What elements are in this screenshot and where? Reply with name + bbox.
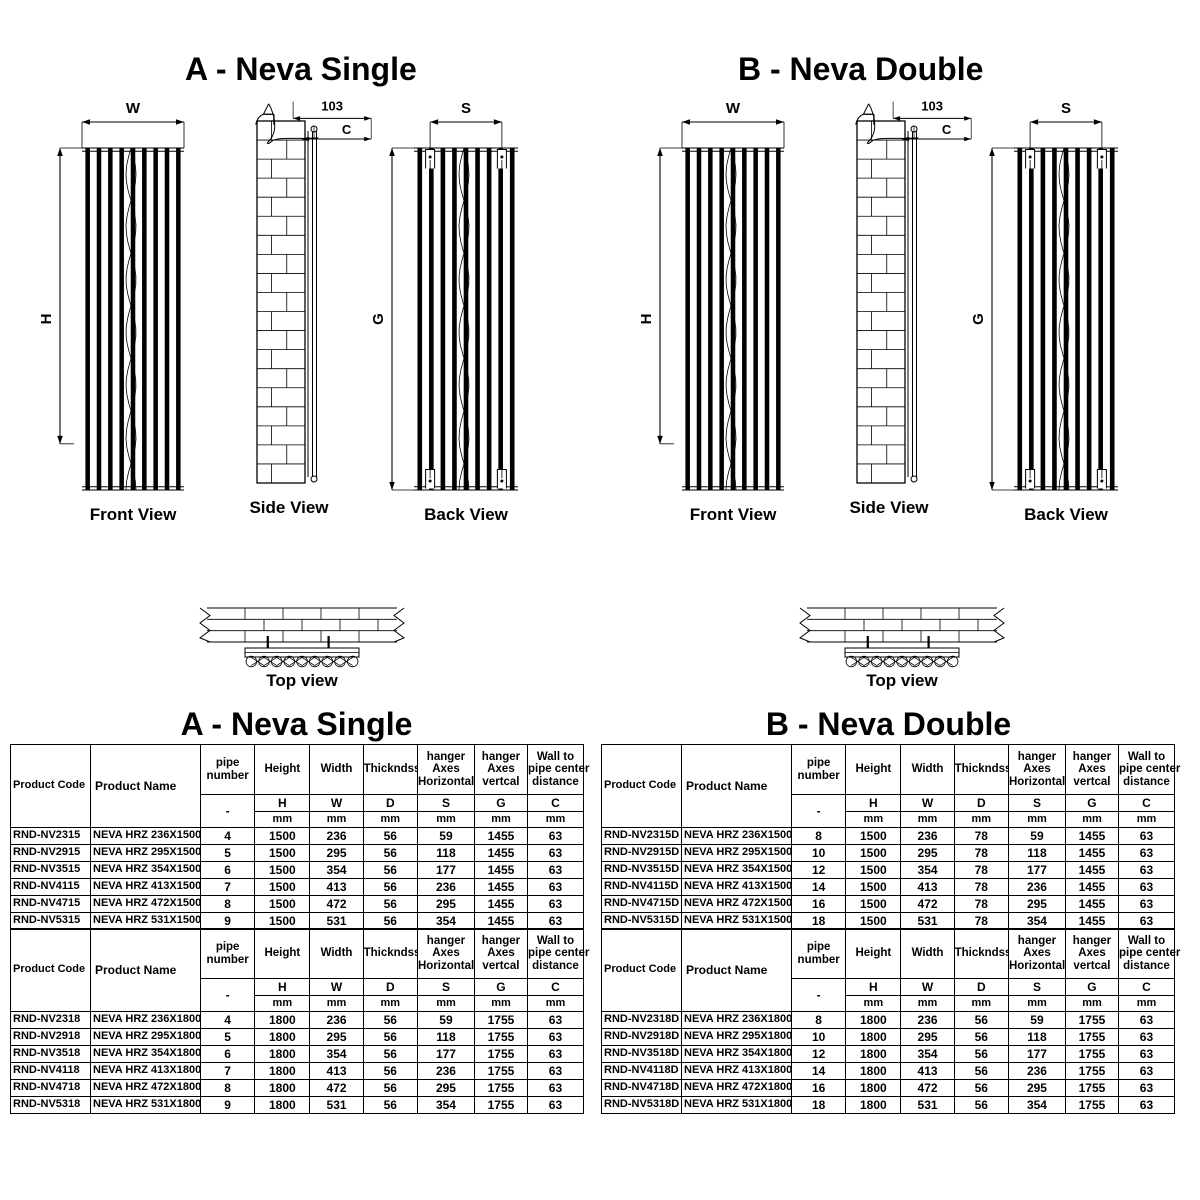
svg-text:W: W [726,100,741,117]
svg-text:Side View: Side View [249,498,329,517]
svg-text:Top view: Top view [866,671,938,690]
svg-text:Back View: Back View [1024,505,1109,524]
svg-text:S: S [1061,100,1071,117]
svg-text:G: G [970,313,987,325]
svg-text:Side View: Side View [849,498,929,517]
svg-text:C: C [342,122,352,137]
svg-text:103: 103 [321,98,343,113]
svg-text:C: C [942,122,952,137]
svg-text:Front View: Front View [690,505,777,524]
svg-text:Top view: Top view [266,671,338,690]
svg-text:H: H [38,314,55,325]
svg-text:S: S [461,100,471,117]
svg-text:Front View: Front View [90,505,177,524]
svg-text:W: W [126,100,141,117]
svg-text:H: H [638,314,655,325]
svg-text:Back View: Back View [424,505,509,524]
svg-text:G: G [370,313,387,325]
svg-text:103: 103 [921,98,943,113]
